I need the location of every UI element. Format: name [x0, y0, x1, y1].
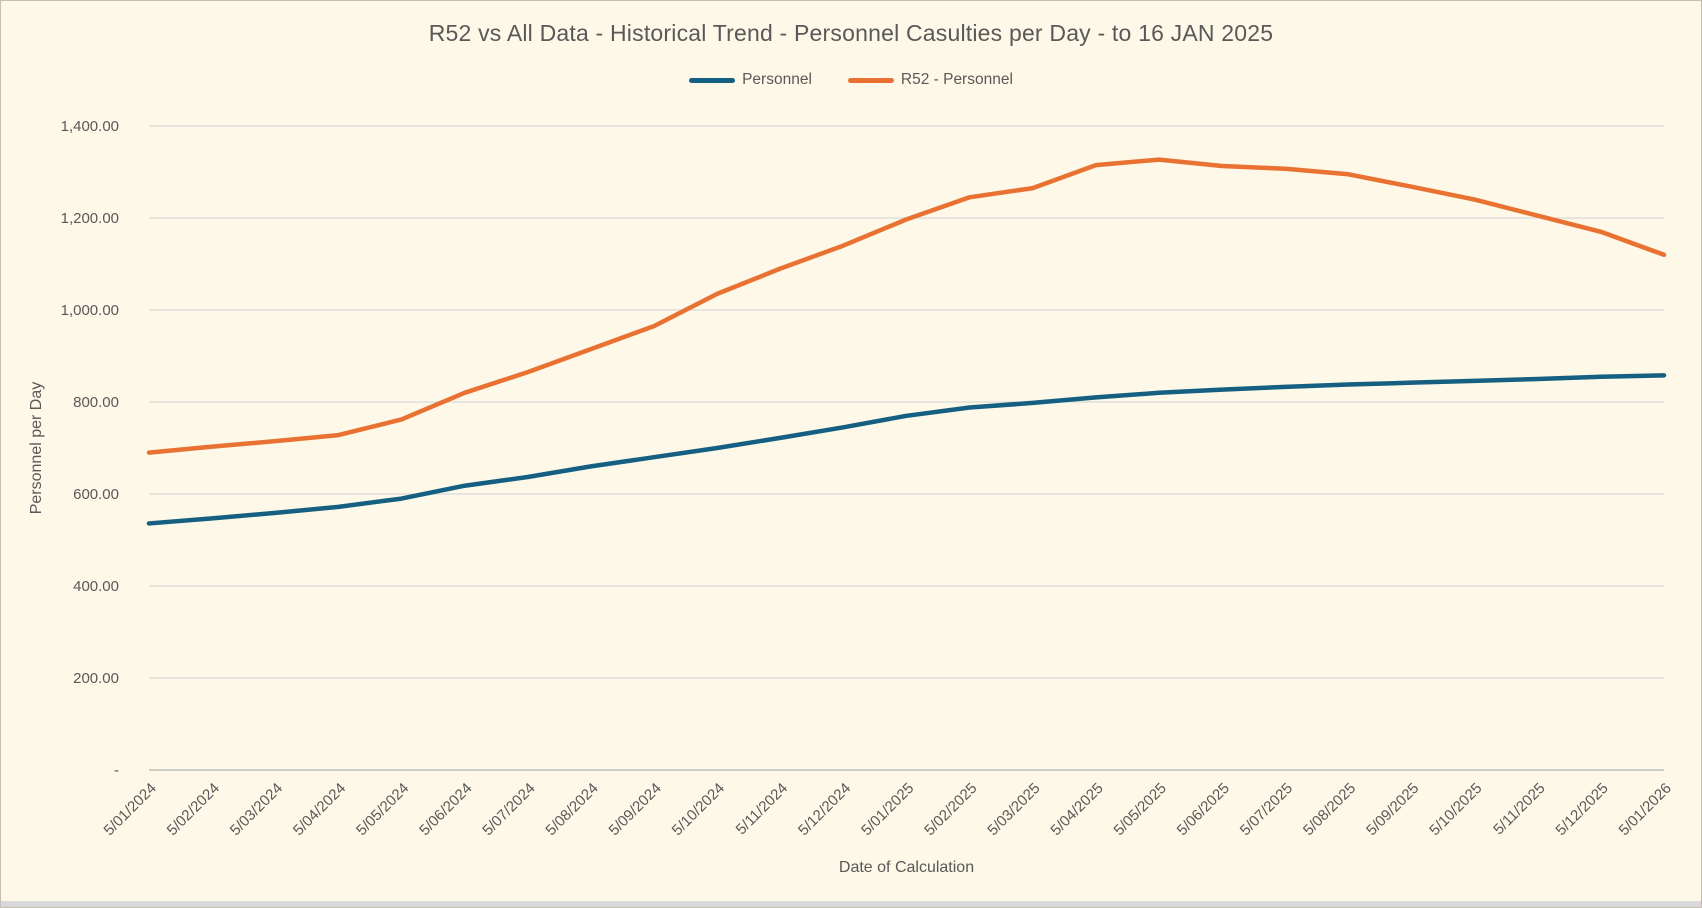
chart-title: R52 vs All Data - Historical Trend - Per… — [428, 20, 1274, 46]
x-tick-label: 5/11/2024 — [733, 780, 791, 838]
x-tick-label: 5/09/2024 — [606, 780, 665, 839]
x-tick-label: 5/12/2025 — [1552, 780, 1611, 839]
y-tick-label: 1,400.00 — [61, 118, 119, 135]
y-tick-label: 800.00 — [73, 394, 119, 411]
legend-item-r52-personnel[interactable]: R52 - Personnel — [847, 71, 1013, 89]
x-tick-label: 5/10/2024 — [669, 780, 728, 839]
x-axis-title: Date of Calculation — [838, 859, 975, 876]
x-tick-label: 5/07/2025 — [1237, 780, 1296, 839]
x-tick-label: 5/01/2025 — [858, 780, 917, 839]
x-tick-label: 5/09/2025 — [1363, 780, 1422, 839]
series-line-personnel[interactable] — [146, 373, 1667, 526]
x-tick-label: 5/06/2025 — [1174, 780, 1233, 839]
y-tick-label: 1,000.00 — [61, 302, 119, 319]
legend-label-personnel: Personnel — [742, 71, 812, 88]
x-tick-label: 5/10/2025 — [1426, 780, 1485, 839]
x-tick-label: 5/04/2024 — [290, 780, 349, 839]
x-tick-label: 5/07/2024 — [479, 780, 538, 839]
y-tick-label: 400.00 — [73, 578, 119, 595]
x-tick-label: 5/12/2024 — [795, 780, 854, 839]
x-tick-label: 5/03/2025 — [984, 780, 1043, 839]
x-tick-label: 5/06/2024 — [416, 780, 475, 839]
x-tick-label: 5/02/2025 — [921, 780, 980, 839]
y-tick-label: 600.00 — [73, 486, 119, 503]
x-tick-label: 5/11/2025 — [1490, 780, 1548, 838]
y-tick-label: 200.00 — [73, 670, 119, 687]
x-tick-label: 5/01/2026 — [1616, 780, 1675, 839]
legend-label-r52-personnel: R52 - Personnel — [900, 71, 1013, 88]
legend-item-personnel[interactable]: Personnel — [689, 71, 812, 89]
chart-legend: Personnel R52 - Personnel — [1, 71, 1701, 89]
legend-swatch-r52-personnel-icon — [847, 77, 894, 83]
x-tick-label: 5/05/2025 — [1111, 780, 1170, 839]
x-tick-label: 5/04/2025 — [1047, 780, 1106, 839]
bottom-scrollbar[interactable] — [1, 901, 1701, 907]
y-tick-label: 1,200.00 — [61, 210, 119, 227]
x-tick-label: 5/03/2024 — [227, 780, 286, 839]
series-line-r52-personnel[interactable] — [146, 157, 1667, 455]
x-tick-label: 5/08/2024 — [542, 780, 601, 839]
y-tick-label: - — [114, 762, 119, 779]
x-tick-label: 5/05/2024 — [353, 780, 412, 839]
x-tick-label: 5/01/2024 — [101, 780, 160, 839]
legend-swatch-personnel-icon — [689, 77, 736, 83]
x-tick-label: 5/08/2025 — [1300, 780, 1359, 839]
x-tick-label: 5/02/2024 — [164, 780, 223, 839]
